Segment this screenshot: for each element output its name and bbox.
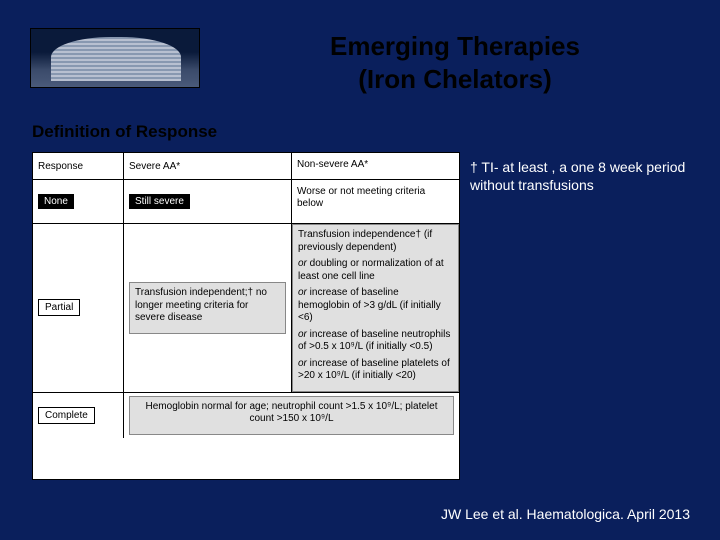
text: Worse or not meeting criteria below — [297, 186, 454, 210]
cell: Transfusion independence† (if previously… — [291, 224, 459, 392]
col-header-response: Response — [33, 153, 123, 179]
cell: Partial — [33, 224, 123, 392]
citation-text: JW Lee et al. Haematologica. April 2013 — [441, 506, 690, 522]
text: Transfusion independent;† no longer meet… — [135, 287, 280, 325]
cell: None — [33, 180, 123, 223]
text: Hemoglobin normal for age; neutrophil co… — [135, 401, 448, 426]
logo-building — [51, 37, 181, 81]
cell: Worse or not meeting criteria below — [291, 180, 459, 223]
complete-box: Hemoglobin normal for age; neutrophil co… — [129, 396, 454, 435]
table-row-none: None Still severe Worse or not meeting c… — [33, 179, 459, 223]
cell: Transfusion independent;† no longer meet… — [123, 224, 291, 392]
table-row-partial: Partial Transfusion independent;† no lon… — [33, 223, 459, 392]
text: or increase of baseline platelets of >20… — [298, 358, 453, 383]
chip-still-severe: Still severe — [129, 194, 190, 209]
text: or doubling or normalization of at least… — [298, 258, 453, 283]
chip-none: None — [38, 194, 74, 209]
chip-complete: Complete — [38, 407, 95, 424]
col-header-nonsevere: Non-severe AA* — [291, 153, 459, 179]
slide-title: Emerging Therapies (Iron Chelators) — [220, 30, 690, 95]
text: or increase of baseline hemoglobin of >3… — [298, 287, 453, 325]
response-definition-table: Response Severe AA* Non-severe AA* None … — [32, 152, 460, 480]
text: Transfusion independence† (if previously… — [298, 229, 453, 254]
logo-image — [30, 28, 200, 88]
cell-complete-merged: Hemoglobin normal for age; neutrophil co… — [123, 393, 459, 438]
severe-partial-box: Transfusion independent;† no longer meet… — [129, 282, 286, 334]
table-header-row: Response Severe AA* Non-severe AA* — [33, 153, 459, 179]
col-header-severe: Severe AA* — [123, 153, 291, 179]
chip-partial: Partial — [38, 299, 80, 316]
title-line-2: (Iron Chelators) — [358, 64, 552, 94]
cell: Complete — [33, 393, 123, 438]
section-heading: Definition of Response — [32, 122, 217, 142]
nonsevere-partial-box: Transfusion independence† (if previously… — [292, 224, 459, 392]
table-row-complete: Complete Hemoglobin normal for age; neut… — [33, 392, 459, 438]
title-line-1: Emerging Therapies — [330, 31, 580, 61]
text: or increase of baseline neutrophils of >… — [298, 329, 453, 354]
cell: Still severe — [123, 180, 291, 223]
footnote-callout: † TI- at least , a one 8 week period wit… — [470, 158, 700, 194]
